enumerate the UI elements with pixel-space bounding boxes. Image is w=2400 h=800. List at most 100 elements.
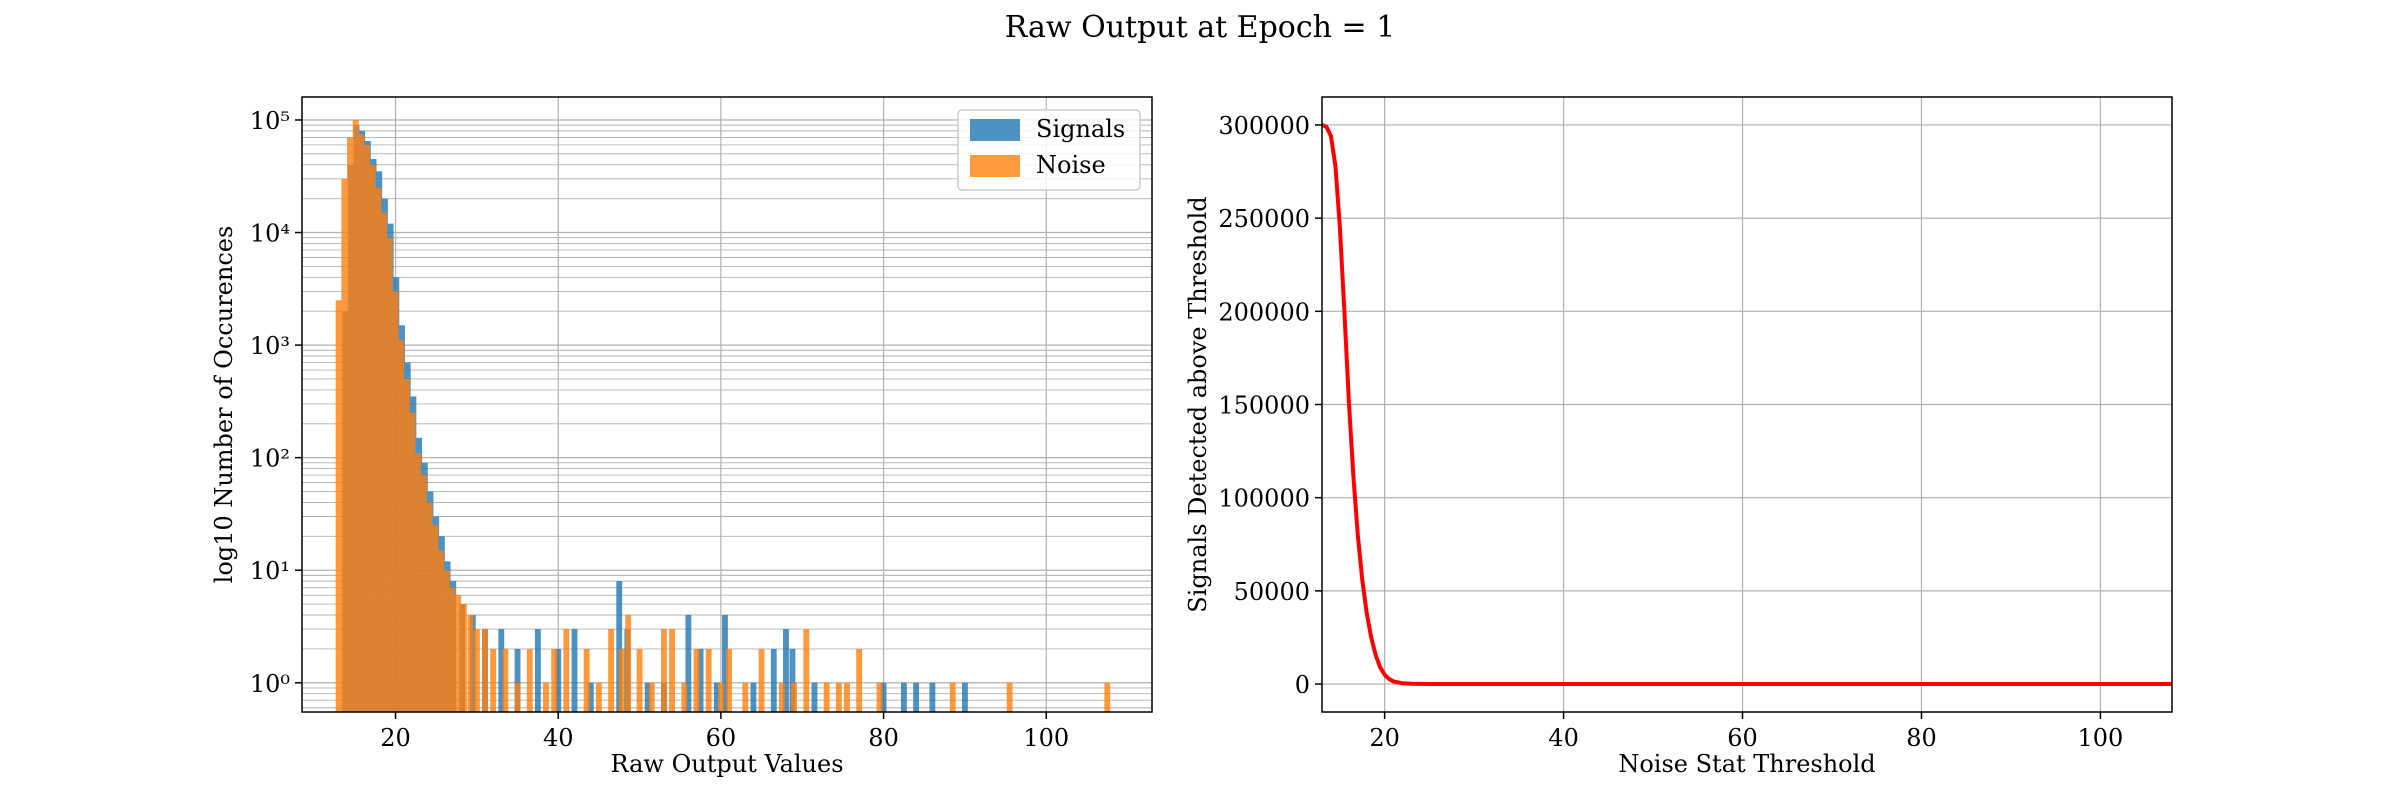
noise-bar: [526, 648, 533, 712]
histogram-y-tick-label: 10⁵: [250, 107, 290, 135]
line-chart-y-tick-label: 50000: [1234, 578, 1310, 606]
histogram-x-tick-label: 100: [1023, 724, 1069, 752]
noise-bar: [844, 682, 850, 712]
noise-bar: [404, 378, 410, 712]
line-chart-y-tick-label: 250000: [1218, 205, 1310, 233]
signals-bar: [697, 648, 704, 712]
noise-bar: [949, 682, 956, 712]
noise-bar: [661, 629, 667, 712]
signals-bar: [880, 682, 887, 712]
signals-bar: [514, 648, 521, 712]
noise-bar: [758, 648, 765, 712]
noise-bar: [608, 629, 615, 712]
noise-bar: [876, 682, 883, 712]
noise-bar: [636, 648, 643, 712]
noise-bar: [421, 475, 427, 712]
line-chart-x-tick-label: 20: [1369, 724, 1400, 752]
signals-bar: [750, 682, 757, 712]
noise-bar: [693, 648, 700, 712]
noise-bar: [426, 502, 433, 712]
noise-bar: [347, 137, 353, 712]
line-chart-x-tick-label: 80: [1906, 724, 1937, 752]
signals-bar: [685, 615, 692, 712]
signals-bar: [644, 682, 651, 712]
line-chart-y-tick-label: 300000: [1218, 112, 1310, 140]
signals-bar: [961, 682, 968, 712]
noise-bar: [514, 682, 521, 712]
noise-bar: [726, 648, 732, 712]
noise-bar: [449, 587, 456, 712]
figure-title: Raw Output at Epoch = 1: [1004, 10, 1396, 45]
threshold-line-chart: 20 40 60 80 100 0 50000 100000 150000 200000 25000…: [1184, 96, 2173, 778]
noise-bar: [443, 570, 450, 712]
histogram-x-tick-label: 20: [380, 724, 411, 752]
line-chart-y-tick-label: 100000: [1218, 485, 1310, 513]
noise-bar: [669, 629, 676, 712]
line-chart-grid: [1322, 97, 2172, 712]
histogram-y-tick-label: 10⁰: [250, 670, 290, 698]
signals-bar: [713, 682, 720, 712]
noise-bar: [392, 291, 399, 712]
signals-bar: [555, 648, 562, 712]
histogram-y-tick-label: 10²: [250, 445, 290, 473]
legend-swatch-signals: [970, 119, 1020, 141]
noise-bar: [335, 300, 342, 712]
histogram-y-axis-label: log10 Number of Occurences: [210, 226, 238, 584]
noise-bar: [386, 237, 393, 712]
line-chart-y-axis-label: Signals Detected above Threshold: [1184, 196, 1212, 612]
noise-bar: [381, 212, 388, 712]
noise-bar: [595, 682, 602, 712]
signals-bar: [900, 682, 907, 712]
line-chart-frame: [1321, 96, 2173, 713]
signals-bar: [789, 648, 796, 712]
line-chart-x-tick-label: 40: [1548, 724, 1579, 752]
noise-bar: [432, 525, 439, 712]
signals-bar: [571, 629, 578, 712]
signals-detected-line: [1321, 123, 2172, 687]
noise-bar: [482, 629, 488, 712]
signals-bar: [498, 629, 505, 712]
line-chart-y-tick-label: 150000: [1218, 392, 1310, 420]
noise-bar: [369, 164, 376, 712]
noise-bar: [583, 648, 590, 712]
noise-bar: [352, 119, 359, 713]
signals-bar: [783, 629, 789, 712]
signals-bar: [929, 682, 936, 712]
noise-bar: [473, 629, 480, 712]
noise-bar: [835, 682, 842, 712]
histogram-x-axis-label: Raw Output Values: [610, 750, 843, 778]
noise-bar: [341, 178, 348, 712]
line-chart-x-axis-label: Noise Stat Threshold: [1618, 750, 1875, 778]
histogram-y-tick-label: 10⁴: [250, 220, 290, 248]
line-chart-y-tick-label: 0: [1295, 671, 1310, 699]
line-chart-x-tick-label: 60: [1727, 724, 1758, 752]
noise-bar: [681, 682, 688, 712]
noise-bar: [717, 682, 724, 712]
signals-bar: [534, 629, 541, 712]
noise-bar: [563, 629, 570, 712]
histogram-frame: [301, 96, 1153, 713]
noise-bar: [618, 648, 625, 712]
noise-bar: [455, 595, 462, 712]
histogram-x-tick-label: 60: [706, 724, 737, 752]
noise-bar: [1104, 682, 1111, 712]
signals-bar: [913, 682, 920, 712]
line-chart-ticks: 20 40 60 80 100 0 50000 100000 150000 200000 25000…: [1218, 112, 2123, 752]
signals-bar: [587, 682, 594, 712]
noise-bar: [625, 615, 632, 712]
noise-bar: [778, 682, 785, 712]
noise-bar: [705, 648, 712, 712]
histogram-y-tick-label: 10³: [250, 332, 290, 360]
noise-bar: [648, 682, 655, 712]
legend: Signals Noise: [957, 109, 1141, 191]
legend-swatch-noise: [970, 155, 1020, 177]
noise-bar: [502, 648, 509, 712]
signals-bar: [770, 648, 777, 712]
signals-bar: [616, 581, 623, 712]
noise-bar: [791, 682, 798, 712]
noise-bar: [398, 340, 405, 712]
histogram-y-tick-label: 10¹: [250, 557, 290, 585]
noise-bar: [803, 629, 810, 712]
signals-bar: [722, 615, 728, 712]
